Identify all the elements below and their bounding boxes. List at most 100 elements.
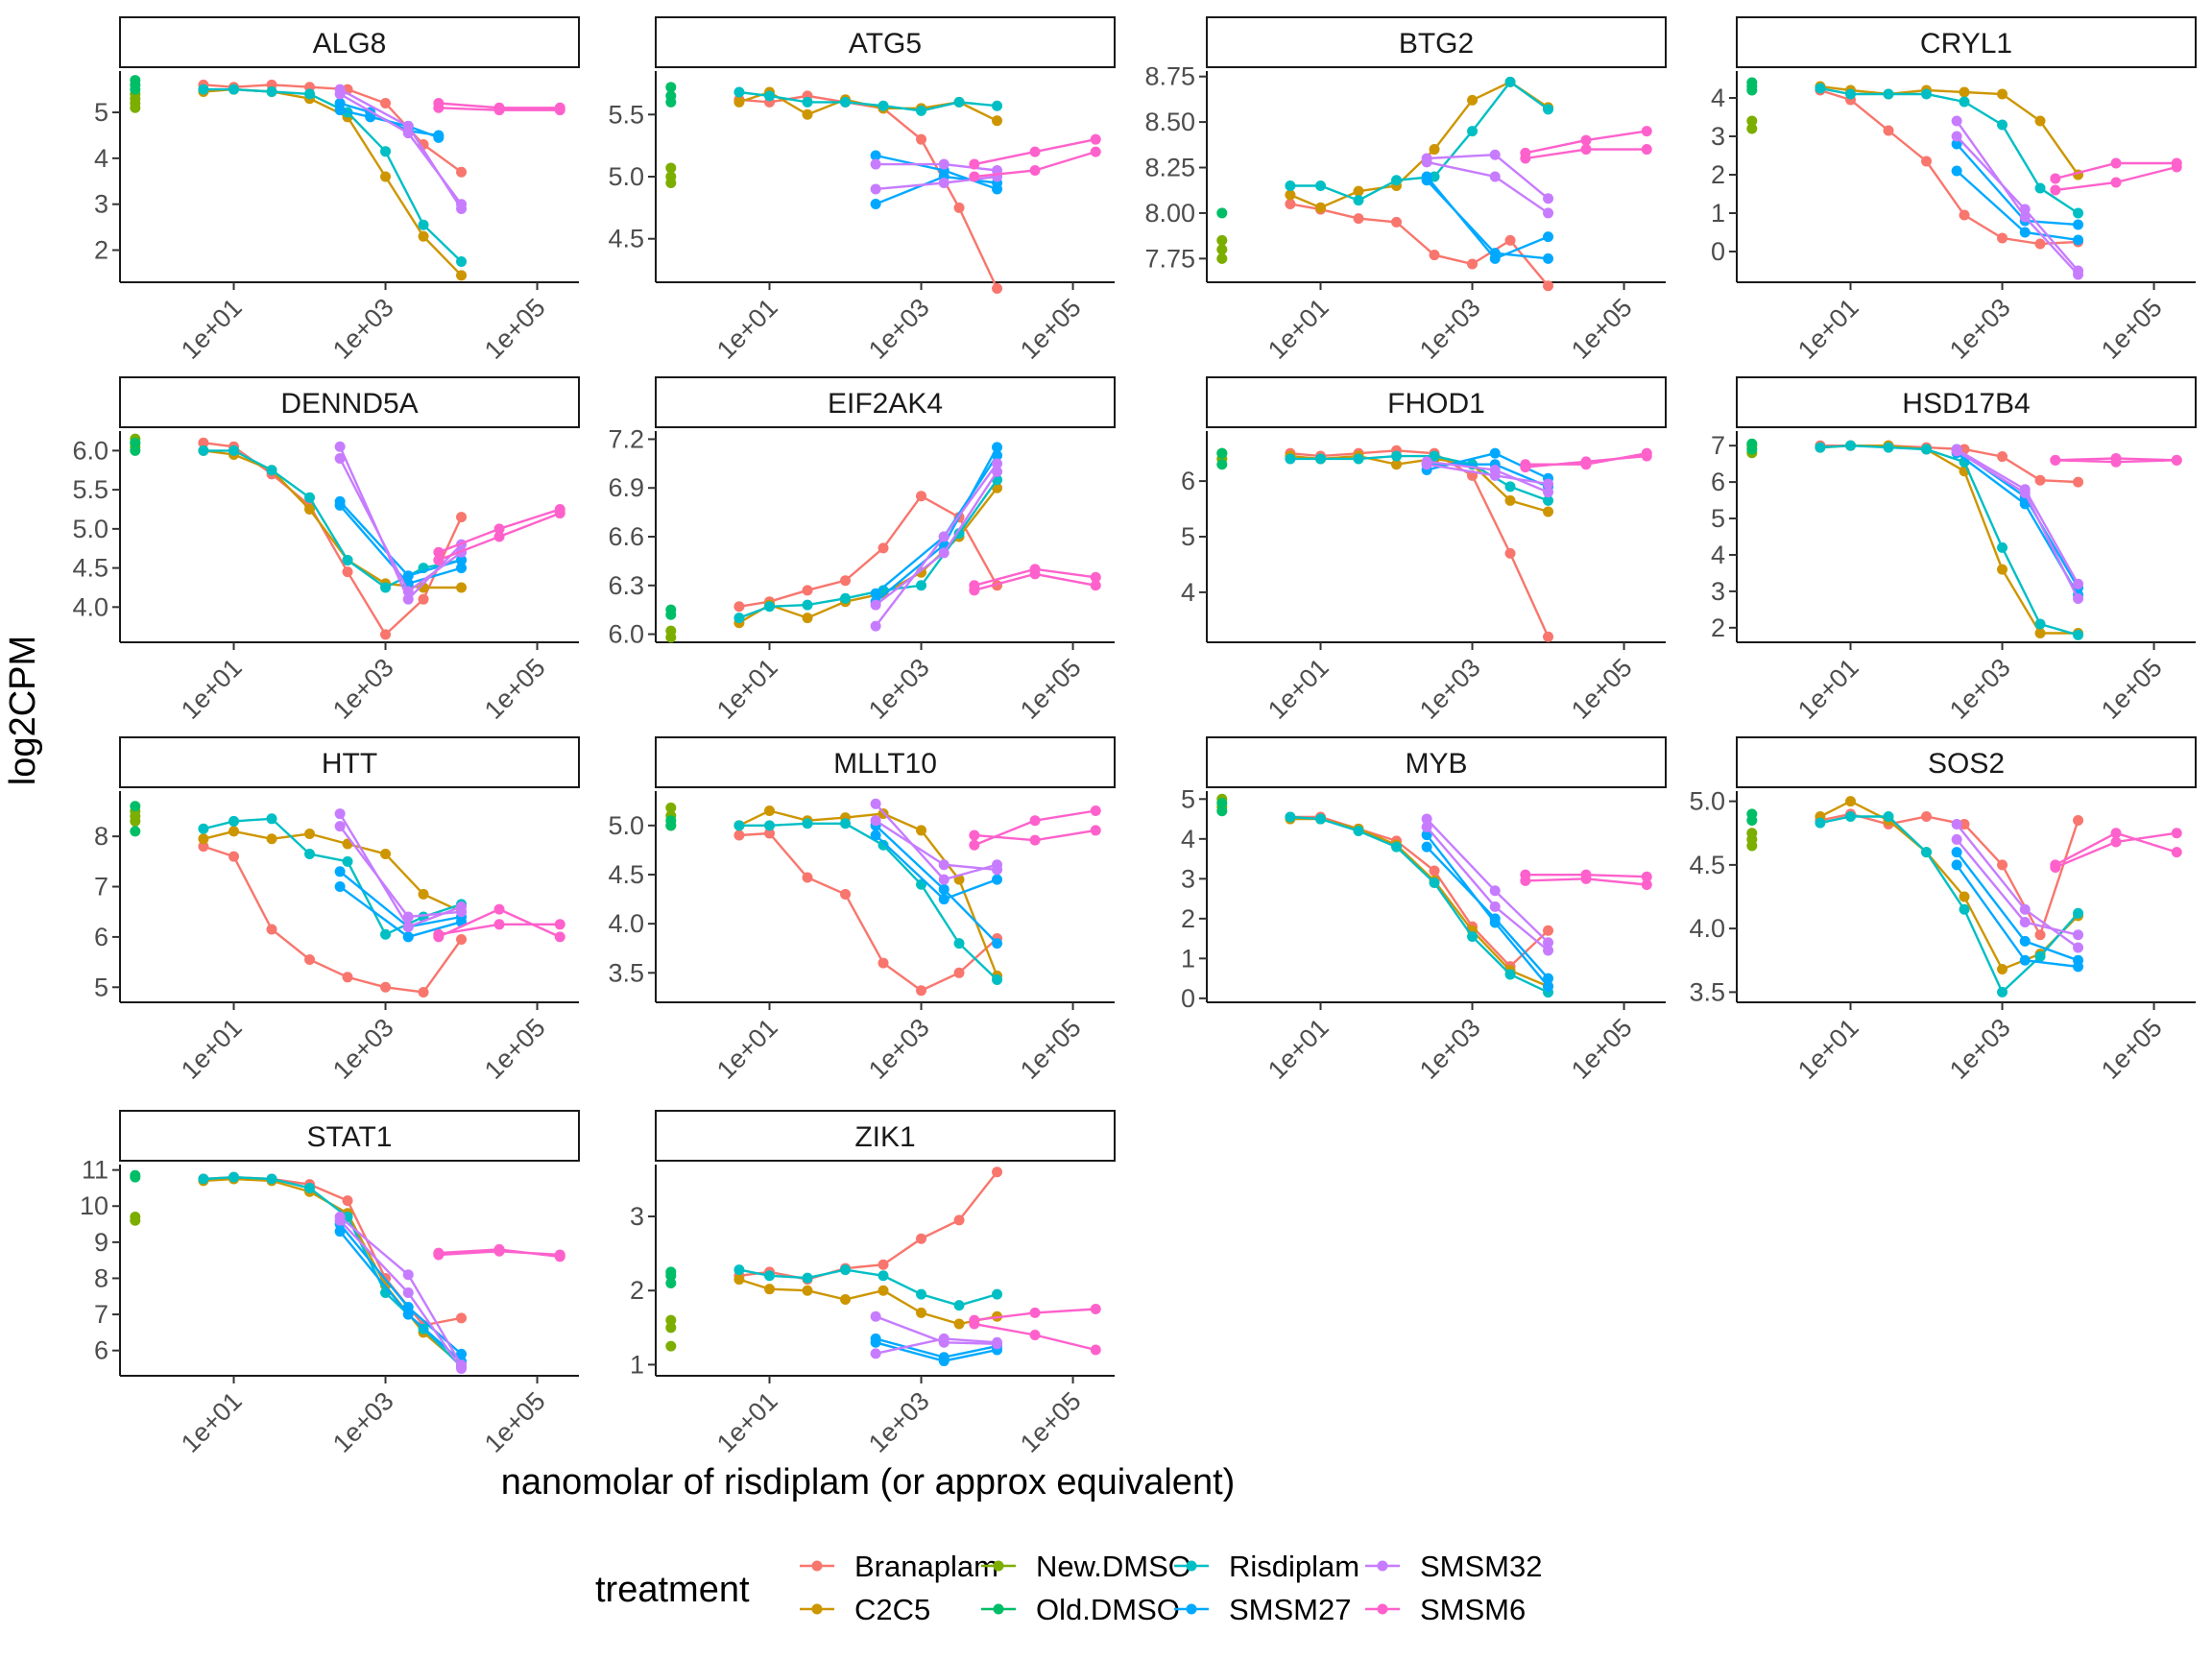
series-smsm27 [1421,171,1554,264]
series-smsm6 [433,903,565,943]
series-line [738,487,998,624]
x-tick-label: 1e+01 [711,1013,783,1085]
data-point [1921,88,1933,100]
series-line [738,1278,998,1326]
series-risdiplam [733,86,1003,116]
data-point [342,972,353,983]
series-smsm32 [1421,813,1554,956]
data-point [198,841,209,853]
data-point [402,1309,414,1320]
facet-strip [655,736,1116,788]
y-tick-label: 3 [1711,122,1725,151]
data-point [1815,442,1826,453]
data-point [304,1182,316,1193]
data-point [1315,813,1327,825]
facet-strip [1736,736,2197,788]
data-point [733,613,745,624]
data-point [764,805,776,816]
x-tick-label: 1e+05 [2096,653,2168,725]
data-point [870,599,881,611]
series-smsm6 [969,1304,1101,1356]
data-point [802,613,813,624]
data-point [1543,207,1554,219]
data-point [1029,834,1041,846]
data-point [2019,227,2031,238]
panel-sos2: SOS2 3.5 4.0 4.5 5.0 1e+01 1e+03 1e+05 [1689,736,2197,1085]
y-tick-label: 0 [1711,237,1725,266]
series-smsm32 [870,1310,1003,1359]
series-line [1819,445,2079,635]
y-tick-label: 4.0 [1689,914,1725,943]
series-line [1956,135,2080,272]
series-line [203,830,463,913]
data-point [916,1307,927,1318]
data-point [1090,146,1101,157]
data-point [1580,873,1592,884]
x-tick-label: 1e+05 [479,653,551,725]
data-point [665,1322,677,1334]
data-point [1315,453,1327,465]
x-tick-label: 1e+03 [1414,293,1486,365]
y-tick-label: 5.5 [608,100,644,129]
data-point [380,97,392,108]
data-point [1543,494,1554,506]
y-tick-label: 1 [1711,199,1725,228]
data-point [764,1270,776,1282]
series-old-dmso [665,82,677,108]
series-line [738,1268,998,1307]
facet-strip [655,1110,1116,1162]
y-tick-label: 6.0 [608,620,644,649]
series-line [1819,88,2079,246]
data-point [2019,487,2031,498]
x-tick-label: 1e+01 [1262,1013,1334,1085]
data-point [228,1171,240,1183]
data-point [342,855,353,867]
legend-label: Risdiplam [1229,1550,1359,1583]
data-point [1216,459,1228,470]
data-point [870,158,881,170]
data-point [733,601,745,613]
data-point [1997,119,2008,131]
series-branaplam [198,79,468,178]
data-point [433,554,445,565]
y-tick-label: 6.9 [608,473,644,502]
data-point [992,100,1003,111]
data-point [1845,811,1857,823]
data-point [334,1226,346,1238]
facet-strip [1206,376,1667,428]
data-point [1429,450,1440,462]
series-smsm6 [969,133,1101,182]
data-point [870,150,881,161]
data-point [733,86,745,98]
data-point [1543,973,1554,984]
data-point [969,830,980,841]
series-c2c5 [733,1274,1003,1330]
series-line [1289,454,1549,502]
data-point [2171,828,2182,839]
y-tick-label: 3 [630,1202,644,1231]
data-point [1429,877,1440,888]
series-smsm6 [433,503,565,565]
series-risdiplam [733,818,1003,985]
x-tick-label: 1e+01 [1262,653,1334,725]
data-point [1959,903,1970,915]
data-point [1951,833,1962,845]
data-point [969,585,980,596]
data-point [456,512,468,523]
data-point [1997,451,2008,463]
series-smsm6 [2050,157,2182,196]
series-smsm32 [1421,456,1554,498]
data-point [1489,447,1501,459]
series-risdiplam [198,813,468,940]
series-smsm6 [1520,447,1652,473]
series-smsm27 [1951,847,2084,973]
legend-item-risdiplam: Risdiplam [1174,1550,1359,1583]
series-line [203,449,462,589]
data-point [130,437,141,448]
series-old-dmso [1216,207,1228,219]
legend-label: SMSM32 [1420,1550,1542,1583]
series-c2c5 [1815,440,2084,639]
series-line [1819,812,2080,938]
y-tick-label: 1 [1181,944,1195,973]
panel-dennd5a: DENND5A 4.0 4.5 5.0 5.5 6.0 1e+01 1e+03 1e+05 [72,376,580,725]
